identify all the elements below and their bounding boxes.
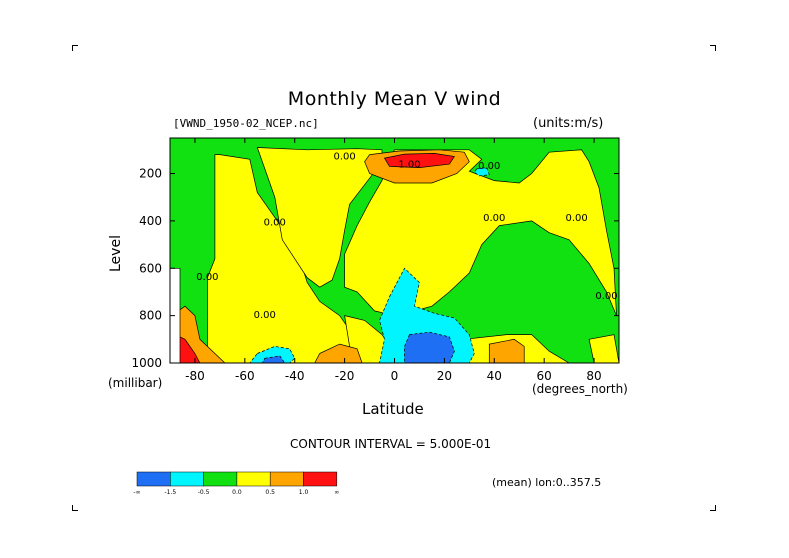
y-tick-label: 400 bbox=[139, 214, 162, 228]
contour-region-blue bbox=[261, 355, 286, 363]
contour-label: 0.00 bbox=[196, 272, 218, 283]
colorbar-tick-label: 1.0 bbox=[299, 489, 309, 496]
contour-region-cyan bbox=[473, 167, 490, 177]
contour-region-blue bbox=[404, 331, 455, 363]
colorbar-tick-label: -∞ bbox=[133, 489, 140, 496]
contour-label: 0.00 bbox=[254, 310, 276, 321]
contour-label: 0.00 bbox=[565, 213, 587, 224]
colorbar-swatch bbox=[303, 471, 338, 487]
contour-interval-label: CONTOUR INTERVAL = 5.000E-01 bbox=[290, 437, 492, 451]
x-tick-label: -60 bbox=[235, 369, 255, 383]
colorbar-tick-label: ∞ bbox=[334, 489, 339, 496]
x-axis-unit: (degrees_north) bbox=[532, 382, 628, 396]
contour-region-cyan bbox=[249, 346, 296, 363]
colorbar-swatch bbox=[170, 471, 204, 487]
colorbar-swatch bbox=[269, 471, 304, 487]
colorbar-tick-label: -1.5 bbox=[164, 489, 176, 496]
contour-label: 0.00 bbox=[595, 291, 617, 302]
colorbar-tick-label: -0.5 bbox=[198, 489, 210, 496]
x-tick-label: 40 bbox=[487, 369, 502, 383]
crop-mark-top-left bbox=[72, 45, 78, 51]
contour-region-yellow bbox=[588, 334, 619, 363]
x-tick-label: 80 bbox=[586, 369, 601, 383]
contour-region-yellow bbox=[256, 147, 383, 288]
y-axis-unit: (millibar) bbox=[108, 376, 163, 390]
crop-mark-top-right bbox=[710, 45, 716, 51]
x-tick-label: -80 bbox=[185, 369, 205, 383]
y-tick-label: 200 bbox=[139, 167, 162, 181]
crop-mark-bottom-right bbox=[710, 505, 716, 511]
contour-region-orange bbox=[488, 338, 525, 363]
contour-label: 0.00 bbox=[478, 161, 500, 172]
contour-label: 0.00 bbox=[483, 213, 505, 224]
y-tick-label: 600 bbox=[139, 261, 162, 275]
colorbar-swatch bbox=[236, 471, 271, 487]
y-tick-label: 800 bbox=[139, 309, 162, 323]
x-axis-label: Latitude bbox=[362, 400, 424, 418]
x-tick-label: 60 bbox=[537, 369, 552, 383]
y-tick-label: 1000 bbox=[131, 356, 162, 370]
colorbar-tick-label: 0.5 bbox=[265, 489, 275, 496]
units-label: (units:m/s) bbox=[533, 116, 604, 131]
chart-title: Monthly Mean V wind bbox=[287, 88, 502, 110]
contour-label: 1.00 bbox=[398, 160, 420, 171]
dataset-label: [VWND_1950-02_NCEP.nc] bbox=[173, 117, 319, 130]
contour-region-cyan bbox=[379, 267, 475, 363]
colorbar-swatch bbox=[136, 471, 171, 487]
x-tick-label: -40 bbox=[285, 369, 305, 383]
contour-label: 0.00 bbox=[264, 218, 286, 229]
contour-region-yellow bbox=[344, 149, 617, 316]
contour-label: 0.00 bbox=[333, 151, 355, 162]
x-tick-label: 20 bbox=[437, 369, 452, 383]
colorbar-tick-label: 0.0 bbox=[232, 489, 242, 496]
contour-region-orange bbox=[314, 343, 363, 363]
x-tick-label: -20 bbox=[335, 369, 355, 383]
colorbar-swatch bbox=[203, 471, 238, 487]
crop-mark-bottom-left bbox=[72, 505, 78, 511]
contour-region-red bbox=[383, 153, 455, 168]
mean-longitude-label: (mean) lon:0..357.5 bbox=[492, 476, 602, 489]
x-tick-label: 0 bbox=[391, 369, 399, 383]
